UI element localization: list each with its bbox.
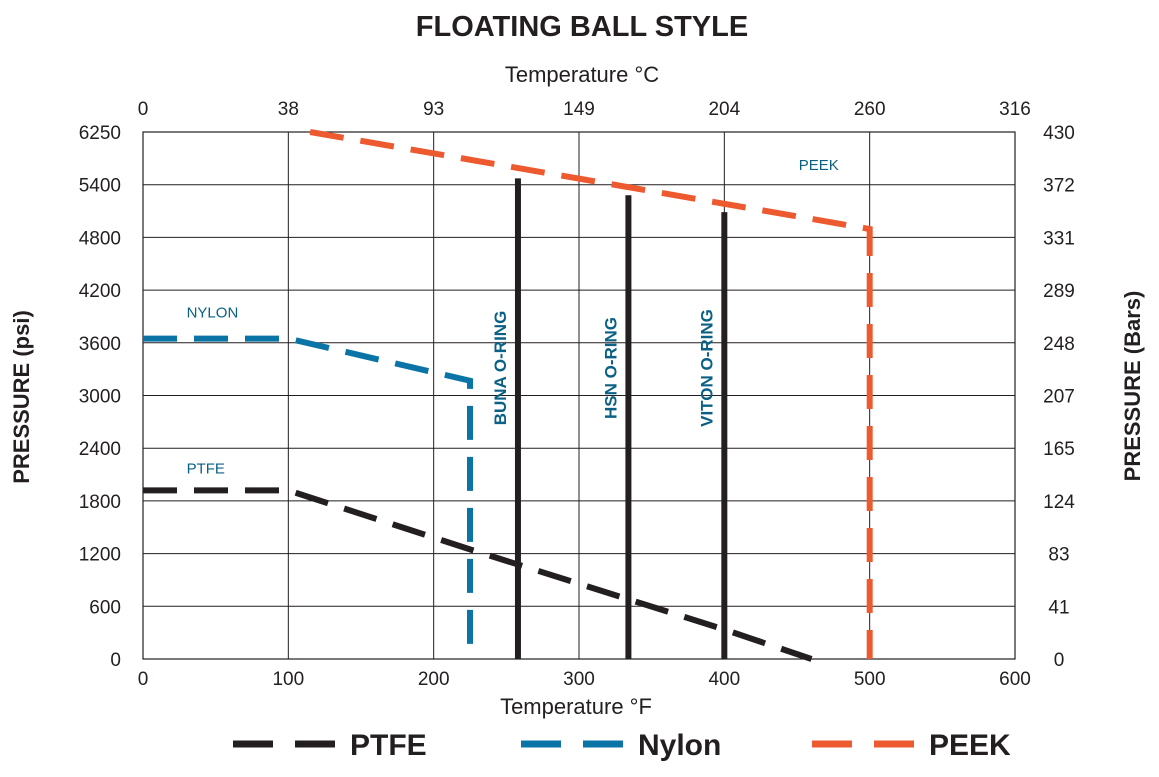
y2-tick-label: 165 — [1043, 439, 1075, 460]
x-tick-label: 200 — [418, 669, 450, 690]
x2-tick-label: 260 — [854, 99, 886, 120]
ptfe-line — [143, 487, 813, 662]
y-tick-label: 3000 — [79, 387, 121, 408]
x2-tick-label: 38 — [278, 99, 299, 120]
y2-tick-label: 0 — [1054, 650, 1065, 671]
series-label-nylon: NYLON — [187, 305, 239, 322]
y-tick-label: 5400 — [79, 176, 121, 197]
x-tick-label: 300 — [563, 669, 595, 690]
y-tick-label: 1800 — [79, 492, 121, 513]
y2-tick-label: 248 — [1043, 334, 1075, 355]
x2-tick-label: 149 — [563, 99, 595, 120]
y-tick-label: 4800 — [79, 228, 121, 249]
grid — [142, 131, 1016, 660]
x-tick-label: 100 — [272, 669, 304, 690]
y-tick-label: 6250 — [79, 123, 121, 144]
y2-tick-label: 331 — [1043, 228, 1075, 249]
series-lines — [143, 129, 873, 662]
oring-label-2: VITON O-RING — [697, 309, 716, 427]
oring-label-1: HSN O-RING — [601, 317, 620, 419]
bottom-axis-title: Temperature °F — [500, 694, 652, 719]
x-tick-label: 400 — [708, 669, 740, 690]
x2-tick-label: 316 — [999, 99, 1031, 120]
y2-tick-label: 83 — [1048, 545, 1069, 566]
y-tick-label: 600 — [89, 597, 121, 618]
y2-tick-label: 207 — [1043, 387, 1075, 408]
x2-tick-label: 93 — [423, 99, 444, 120]
x2-tick-label: 204 — [708, 99, 740, 120]
legend: PTFE Nylon PEEK — [233, 729, 1011, 762]
nylon-line — [143, 335, 473, 659]
series-label-peek: PEEK — [799, 157, 839, 174]
legend-item-nylon: Nylon — [521, 729, 721, 762]
legend-label-nylon: Nylon — [638, 729, 721, 762]
right-axis-title: PRESSURE (Bars) — [1120, 291, 1145, 482]
x-tick-label: 500 — [854, 669, 886, 690]
series-labels: BUNA O-RING HSN O-RING VITON O-RING PTFE NYL… — [187, 157, 839, 478]
y-tick-label: 3600 — [79, 334, 121, 355]
peek-line — [309, 129, 873, 659]
series-label-ptfe: PTFE — [187, 460, 225, 477]
y-tick-label: 1200 — [79, 545, 121, 566]
legend-item-ptfe: PTFE — [233, 729, 427, 762]
x-tick-label: 600 — [999, 669, 1031, 690]
left-axis-title: PRESSURE (psi) — [9, 310, 34, 484]
y2-tick-label: 372 — [1043, 176, 1075, 197]
chart-title: FLOATING BALL STYLE — [416, 11, 748, 43]
legend-item-peek: PEEK — [812, 729, 1011, 762]
y2-tick-label: 41 — [1048, 597, 1069, 618]
y-tick-label: 4200 — [79, 281, 121, 302]
legend-label-peek: PEEK — [929, 729, 1011, 762]
y2-tick-label: 124 — [1043, 492, 1075, 513]
y-tick-label: 2400 — [79, 439, 121, 460]
y2-tick-label: 430 — [1043, 123, 1075, 144]
top-axis-title: Temperature °C — [505, 62, 659, 87]
x2-tick-label: 0 — [138, 99, 149, 120]
legend-label-ptfe: PTFE — [350, 729, 427, 762]
y-tick-label: 0 — [110, 650, 121, 671]
oring-label-0: BUNA O-RING — [491, 311, 510, 426]
y2-tick-label: 289 — [1043, 281, 1075, 302]
x-tick-label: 0 — [138, 669, 149, 690]
